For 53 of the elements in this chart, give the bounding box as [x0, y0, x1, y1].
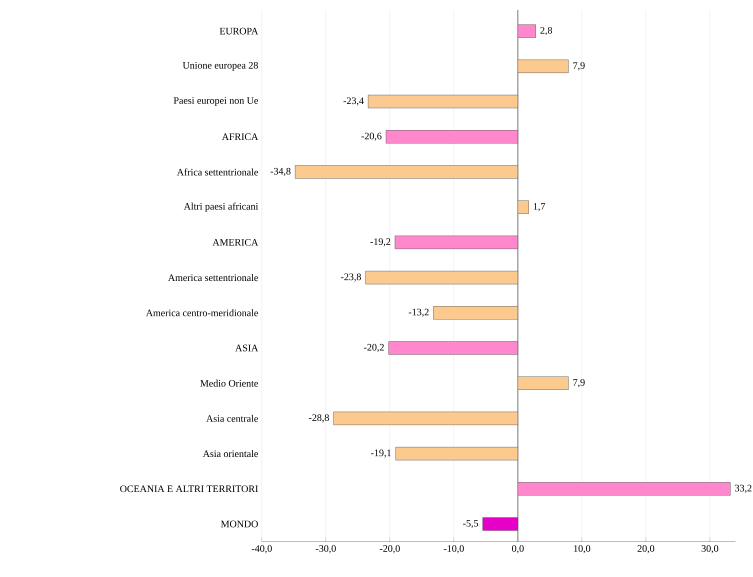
bar: [368, 95, 518, 108]
y-tick-label: America settentrionale: [168, 274, 258, 282]
bar: [395, 447, 518, 461]
x-tick-label: -40,0: [252, 545, 272, 554]
data-label: 1,7: [534, 203, 546, 212]
x-tick-label: 10,0: [574, 545, 590, 554]
x-tick-label: 0,0: [512, 545, 524, 554]
bar: [365, 271, 518, 284]
y-tick-label: AFRICA: [222, 134, 258, 140]
bar: [388, 341, 518, 355]
bar: [386, 130, 518, 144]
bar: [518, 200, 529, 214]
x-tick-label: 30,0: [702, 545, 718, 554]
bar: [518, 60, 569, 74]
x-tick-label: -10,0: [444, 545, 464, 554]
y-tick-label: AMERICA: [212, 239, 258, 246]
y-tick-label: America centro-meridionale: [146, 309, 258, 316]
bar: [394, 236, 518, 250]
y-tick-label: Unione europea 28: [182, 62, 258, 71]
y-tick-label: MONDO: [220, 520, 258, 528]
data-label: -19,2: [370, 238, 390, 247]
bar: [294, 165, 518, 179]
y-tick-label: EUROPA: [220, 28, 258, 35]
y-tick-label: Asia centrale: [206, 415, 258, 422]
data-label: -23,8: [340, 274, 361, 282]
data-label: -5,5: [463, 520, 478, 528]
data-label: -13,2: [408, 308, 429, 318]
data-label: -19,1: [371, 450, 391, 458]
bar: [482, 518, 518, 531]
x-tick-label: 20,0: [638, 545, 654, 554]
bar: [333, 412, 518, 426]
x-tick-label: -20,0: [380, 545, 400, 554]
y-tick-label: Altri paesi africani: [184, 202, 258, 212]
data-label: -23,4: [344, 98, 364, 106]
data-label: 33,2: [735, 484, 752, 494]
bar: [518, 482, 731, 496]
data-label: -20,6: [361, 132, 382, 142]
x-tick-label: -30,0: [316, 545, 336, 554]
y-tick-label: ASIA: [235, 344, 258, 352]
data-label: -34,8: [270, 168, 291, 176]
data-label: -28,8: [308, 414, 329, 423]
y-tick-label: Asia orientale: [202, 450, 258, 458]
bar: [433, 306, 518, 320]
y-tick-label: Medio Oriente: [200, 380, 258, 387]
data-label: -20,2: [364, 344, 384, 352]
y-tick-label: OCEANIA E ALTRI TERRITORI: [120, 486, 258, 492]
data-label: 7,9: [573, 62, 585, 71]
y-tick-label: Africa settentrionale: [176, 168, 258, 176]
bar: [518, 376, 569, 390]
bar: [518, 24, 536, 38]
data-label: 2,8: [540, 27, 552, 36]
y-tick-label: Paesi europei non Ue: [174, 97, 258, 106]
data-label: 7,9: [573, 379, 585, 388]
